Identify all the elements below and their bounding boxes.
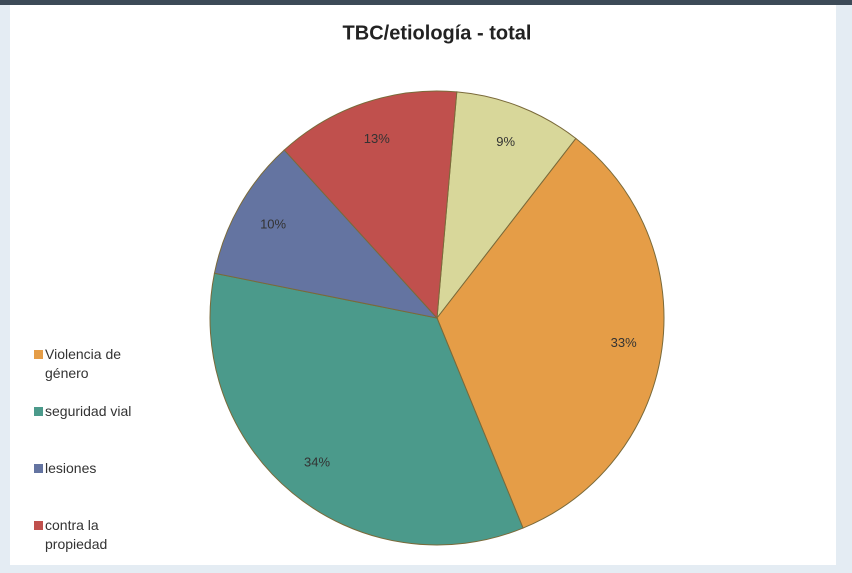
legend-item: contra la propiedad [34,516,164,573]
top-strip [0,0,852,5]
legend-label: contra la propiedad [45,517,108,552]
data-label: 34% [304,455,330,470]
legend-item: seguridad vial [34,402,164,459]
pie-slice [436,137,665,529]
legend-swatch [34,521,43,530]
data-label: 13% [364,131,390,146]
legend-label: seguridad vial [45,403,132,419]
chart-title: TBC/etiología - total [343,22,532,44]
pie-slice [283,90,458,320]
legend-swatch [34,407,43,416]
legend-swatch [34,464,43,473]
data-label: 9% [496,134,515,149]
pie-slice [436,91,577,320]
legend: Violencia de género seguridad vial lesione… [34,345,164,573]
legend-label: lesiones [45,460,97,476]
pie-slice [213,149,439,319]
data-label: 10% [260,217,286,232]
legend-label: Violencia de género [45,346,122,381]
pie-slice [209,272,524,546]
data-label: 33% [611,335,637,350]
legend-swatch [34,350,43,359]
legend-item: Violencia de género [34,345,164,402]
legend-item: lesiones [34,459,164,516]
